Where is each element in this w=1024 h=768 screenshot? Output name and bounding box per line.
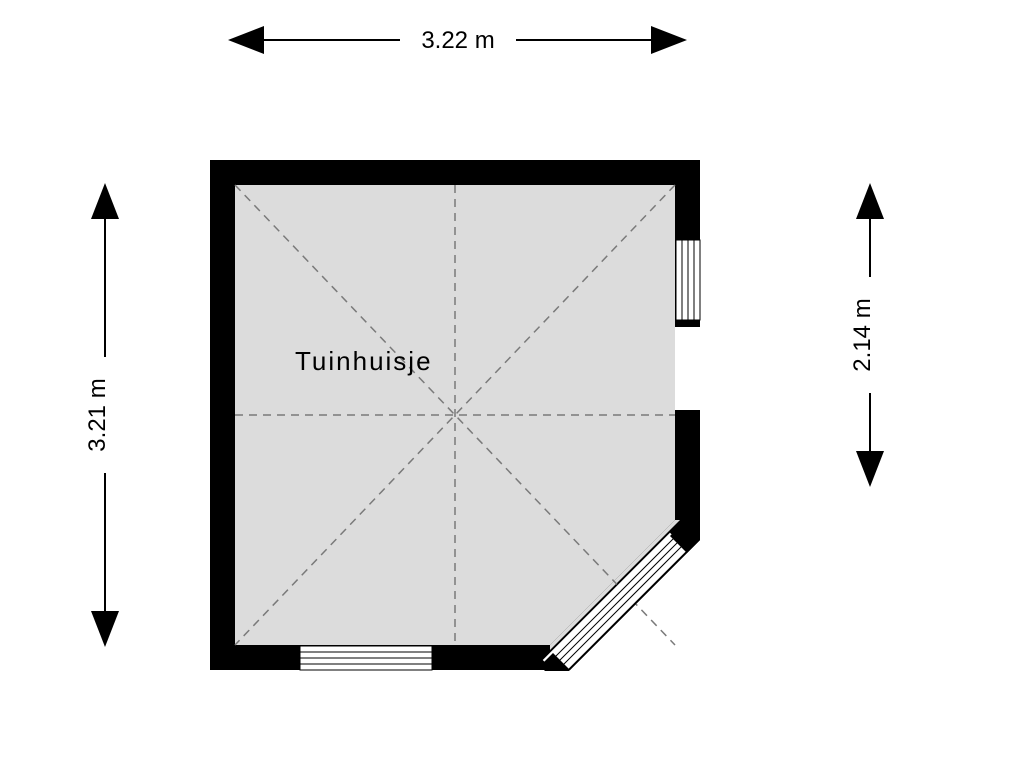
wall-gap-right	[675, 327, 701, 410]
floorplan-svg: Tuinhuisje 3.22 m 3.21 m 2.14 m	[0, 0, 1024, 768]
dimension-top: 3.22 m	[232, 20, 683, 58]
dimension-top-label: 3.22 m	[421, 27, 494, 54]
room-label: Tuinhuisje	[295, 346, 433, 376]
window-right	[676, 240, 700, 320]
floorplan-stage: Tuinhuisje 3.22 m 3.21 m 2.14 m	[0, 0, 1024, 768]
dimension-right-label: 2.14 m	[849, 298, 876, 371]
dimension-left: 3.21 m	[84, 187, 125, 643]
window-bottom	[300, 646, 432, 670]
dimension-left-label: 3.21 m	[84, 378, 111, 451]
